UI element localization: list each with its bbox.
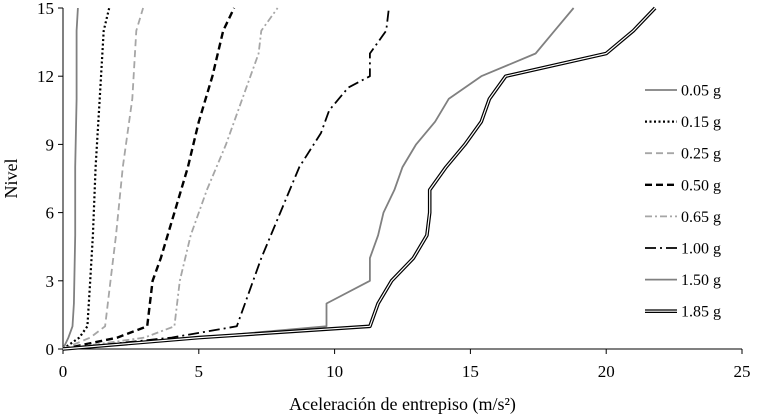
series-path [62,7,79,350]
x-tick-label: 25 [734,362,751,381]
x-tick-label: 10 [326,362,343,381]
series-line [62,7,79,350]
legend-item: 1.85 g [645,304,721,321]
series-line [62,7,111,350]
legend-label: 0.25 g [681,146,721,163]
legend-label: 0.05 g [681,83,721,100]
series-path [62,7,575,350]
series-path [62,7,390,350]
legend-label: 1.50 g [681,272,721,289]
x-axis-title: Aceleración de entrepiso (m/s²) [289,394,516,415]
series-layer [62,6,657,351]
x-tick-label: 15 [462,362,479,381]
axes: 0 5 10 15 20 25 0 3 6 9 12 15 [37,0,751,381]
legend-item: 0.15 g [645,114,721,131]
legend-item: 1.00 g [645,241,721,258]
y-tick-label: 15 [37,0,54,18]
series-path [62,7,111,350]
y-tick-label: 9 [46,135,55,154]
series-path [62,7,144,350]
legend-label: 0.15 g [681,114,721,131]
legend-label: 0.65 g [681,209,721,226]
legend-item: 0.65 g [645,209,721,226]
legend-label: 1.85 g [681,304,721,321]
legend-label: 1.00 g [681,241,721,258]
series-line-inner [62,7,656,350]
series-path [62,7,236,351]
series-line [62,7,575,350]
series-path [62,7,279,350]
y-tick-label: 0 [46,340,55,359]
series-line [62,7,144,350]
series-line [62,7,236,351]
x-tick-label: 20 [598,362,615,381]
series-line [62,6,657,351]
legend-item: 0.05 g [645,83,721,100]
legend-item: 1.50 g [645,272,721,289]
x-tick-label: 5 [195,362,204,381]
legend-item: 0.25 g [645,146,721,163]
legend-label: 0.50 g [681,177,721,194]
series-line-outer [62,6,657,351]
legend: 0.05 g 0.15 g 0.25 g 0.50 g 0.65 g 1.00 g 1.50… [645,83,721,321]
y-tick-label: 3 [46,272,55,291]
y-tick-label: 12 [37,67,54,86]
y-axis-title: Nivel [1,159,21,199]
series-line [62,7,279,350]
y-tick-label: 6 [46,204,55,223]
x-tick-label: 0 [59,362,68,381]
legend-item: 0.50 g [645,177,721,194]
series-line [62,7,390,350]
